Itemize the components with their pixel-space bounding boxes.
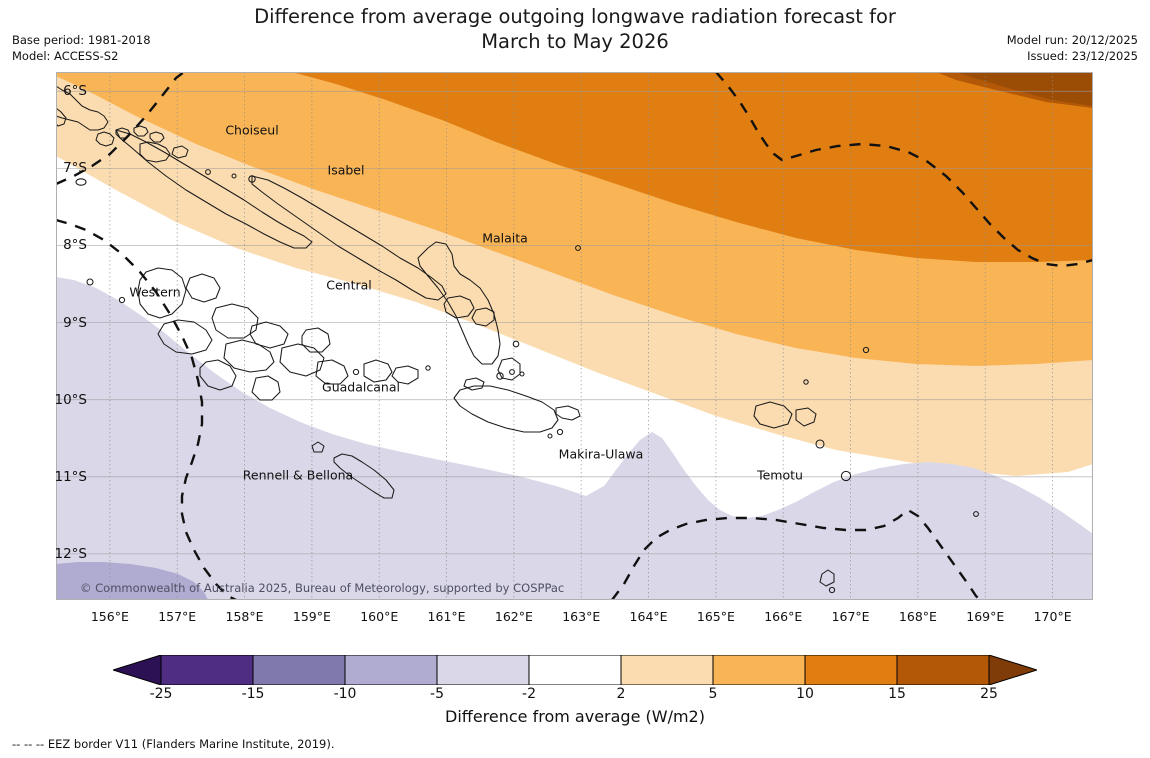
map-place-label: Guadalcanal (322, 379, 400, 395)
page-title: Difference from average outgoing longwav… (254, 5, 896, 53)
map-frame (56, 72, 1093, 600)
colorbar-segment (528, 654, 622, 686)
x-axis-tick: 163°E (562, 609, 601, 624)
colorbar-swatches (111, 654, 1039, 686)
x-axis-tick: 164°E (629, 609, 668, 624)
x-axis-tick: 166°E (764, 609, 803, 624)
x-axis-tick: 159°E (292, 609, 331, 624)
colorbar-extend-low (111, 654, 162, 686)
colorbar-tick-label: -5 (430, 686, 444, 702)
colorbar-segment (712, 654, 806, 686)
colorbar-extend-high (988, 654, 1039, 686)
map-gridlines (56, 90, 1093, 555)
colorbar-title: Difference from average (W/m2) (445, 707, 705, 726)
model-text: Model: ACCESS-S2 (12, 49, 119, 63)
x-axis-tick: 170°E (1033, 609, 1072, 624)
forecast-map[interactable]: © Commonwealth of Australia 2025, Bureau… (56, 72, 1093, 600)
colorbar-segment (436, 654, 530, 686)
colorbar-segment (344, 654, 438, 686)
map-place-label: Isabel (327, 162, 365, 178)
x-axis-tick: 158°E (225, 609, 264, 624)
x-axis-tick: 161°E (427, 609, 466, 624)
map-place-label: Western (129, 284, 181, 300)
map-place-label: Makira-Ulawa (558, 446, 644, 462)
colorbar-canvas (111, 654, 1039, 686)
map-place-label: Malaita (482, 230, 528, 246)
colorbar-segment (896, 654, 990, 686)
colorbar-segment (804, 654, 898, 686)
x-axis-tick: 156°E (90, 609, 129, 624)
colorbar-tick-label: -25 (149, 686, 173, 702)
colorbar-tick-label: 25 (980, 686, 998, 702)
colorbar[interactable] (111, 654, 1039, 686)
map-canvas (56, 72, 1093, 600)
colorbar-segment (252, 654, 346, 686)
band-m10-m5 (56, 562, 208, 600)
map-place-label: Central (326, 277, 372, 293)
colorbar-tick-label: 15 (888, 686, 906, 702)
colorbar-segment (160, 654, 254, 686)
x-axis-tick: 168°E (898, 609, 937, 624)
model-run-text: Model run: 20/12/2025 (1006, 33, 1138, 47)
x-axis-tick: 165°E (696, 609, 735, 624)
coastlines (56, 85, 979, 594)
eez-border (56, 72, 1093, 600)
eez-footnote: -- -- -- EEZ border V11 (Flanders Marine… (12, 737, 335, 751)
map-place-label: Choiseul (225, 122, 279, 138)
map-copyright: © Commonwealth of Australia 2025, Bureau… (80, 581, 565, 595)
model-metadata-right: Model run: 20/12/2025 Issued: 23/12/2025 (1007, 32, 1138, 64)
colorbar-tick-label: 5 (708, 686, 718, 702)
colorbar-tick-label: 10 (796, 686, 814, 702)
map-place-label: Temotu (757, 467, 803, 483)
band-above-p25-dark (956, 72, 1093, 106)
x-axis-tick: 157°E (158, 609, 197, 624)
model-metadata-left: Base period: 1981-2018 Model: ACCESS-S2 (12, 32, 151, 64)
colorbar-segment (620, 654, 714, 686)
map-gridlines-lon (109, 72, 1053, 600)
base-period-text: Base period: 1981-2018 (12, 33, 151, 47)
colorbar-tick-label: -2 (522, 686, 536, 702)
colorbar-tick-label: 2 (616, 686, 626, 702)
x-axis-tick: 162°E (494, 609, 533, 624)
band-m5-m2 (56, 277, 1093, 600)
colorbar-tick-label: -15 (241, 686, 265, 702)
issued-text: Issued: 23/12/2025 (1027, 49, 1138, 63)
colorbar-tick-label: -10 (333, 686, 357, 702)
x-axis-tick: 160°E (360, 609, 399, 624)
band-p10-p15 (56, 72, 1093, 262)
map-place-label: Rennell & Bellona (242, 467, 354, 483)
x-axis-tick: 169°E (966, 609, 1005, 624)
x-axis-tick: 167°E (831, 609, 870, 624)
